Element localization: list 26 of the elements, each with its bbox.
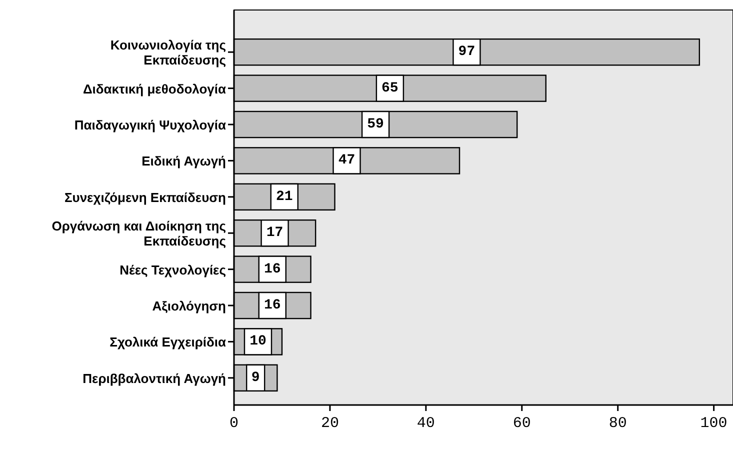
data-label: 47 [338, 152, 356, 169]
data-label: 9 [251, 370, 260, 386]
y-tick-label: Κοινωνιολογία της Εκπαίδευσης [110, 37, 226, 68]
y-tick-label: Παιδαγωγική Ψυχολογία [74, 117, 226, 132]
data-label: 17 [266, 225, 284, 242]
y-tick-label: Νέες Τεχνολογίες [120, 262, 226, 277]
y-tick-label: Διδακτική μεθοδολογία [82, 80, 226, 96]
x-tick-label: 100 [700, 415, 728, 432]
y-tick-label: Ειδική Αγωγή [142, 153, 226, 168]
data-label: 10 [250, 334, 266, 350]
x-tick-label: 0 [229, 415, 239, 432]
y-tick-label: Συνεχιζόμενη Εκπαίδευση [64, 189, 226, 204]
x-tick-label: 60 [512, 415, 531, 432]
y-tick-label: Αξιολόγηση [152, 298, 226, 313]
data-label: 97 [458, 44, 476, 60]
y-tick-label: Σχολικά Εγχειρίδια [110, 334, 226, 350]
x-tick-label: 40 [416, 415, 435, 432]
x-tick-label: 80 [608, 415, 627, 432]
data-label: 16 [264, 298, 281, 314]
data-label: 59 [367, 116, 384, 132]
data-label: 16 [264, 261, 281, 278]
y-tick-label: Περιββαλοντική Αγωγή [82, 370, 226, 386]
data-label: 65 [382, 80, 398, 96]
data-label: 21 [276, 188, 293, 205]
y-tick-label: Οργάνωση και Διοίκηση της Εκπαίδευσης [52, 218, 226, 248]
x-tick-label: 20 [320, 415, 339, 432]
